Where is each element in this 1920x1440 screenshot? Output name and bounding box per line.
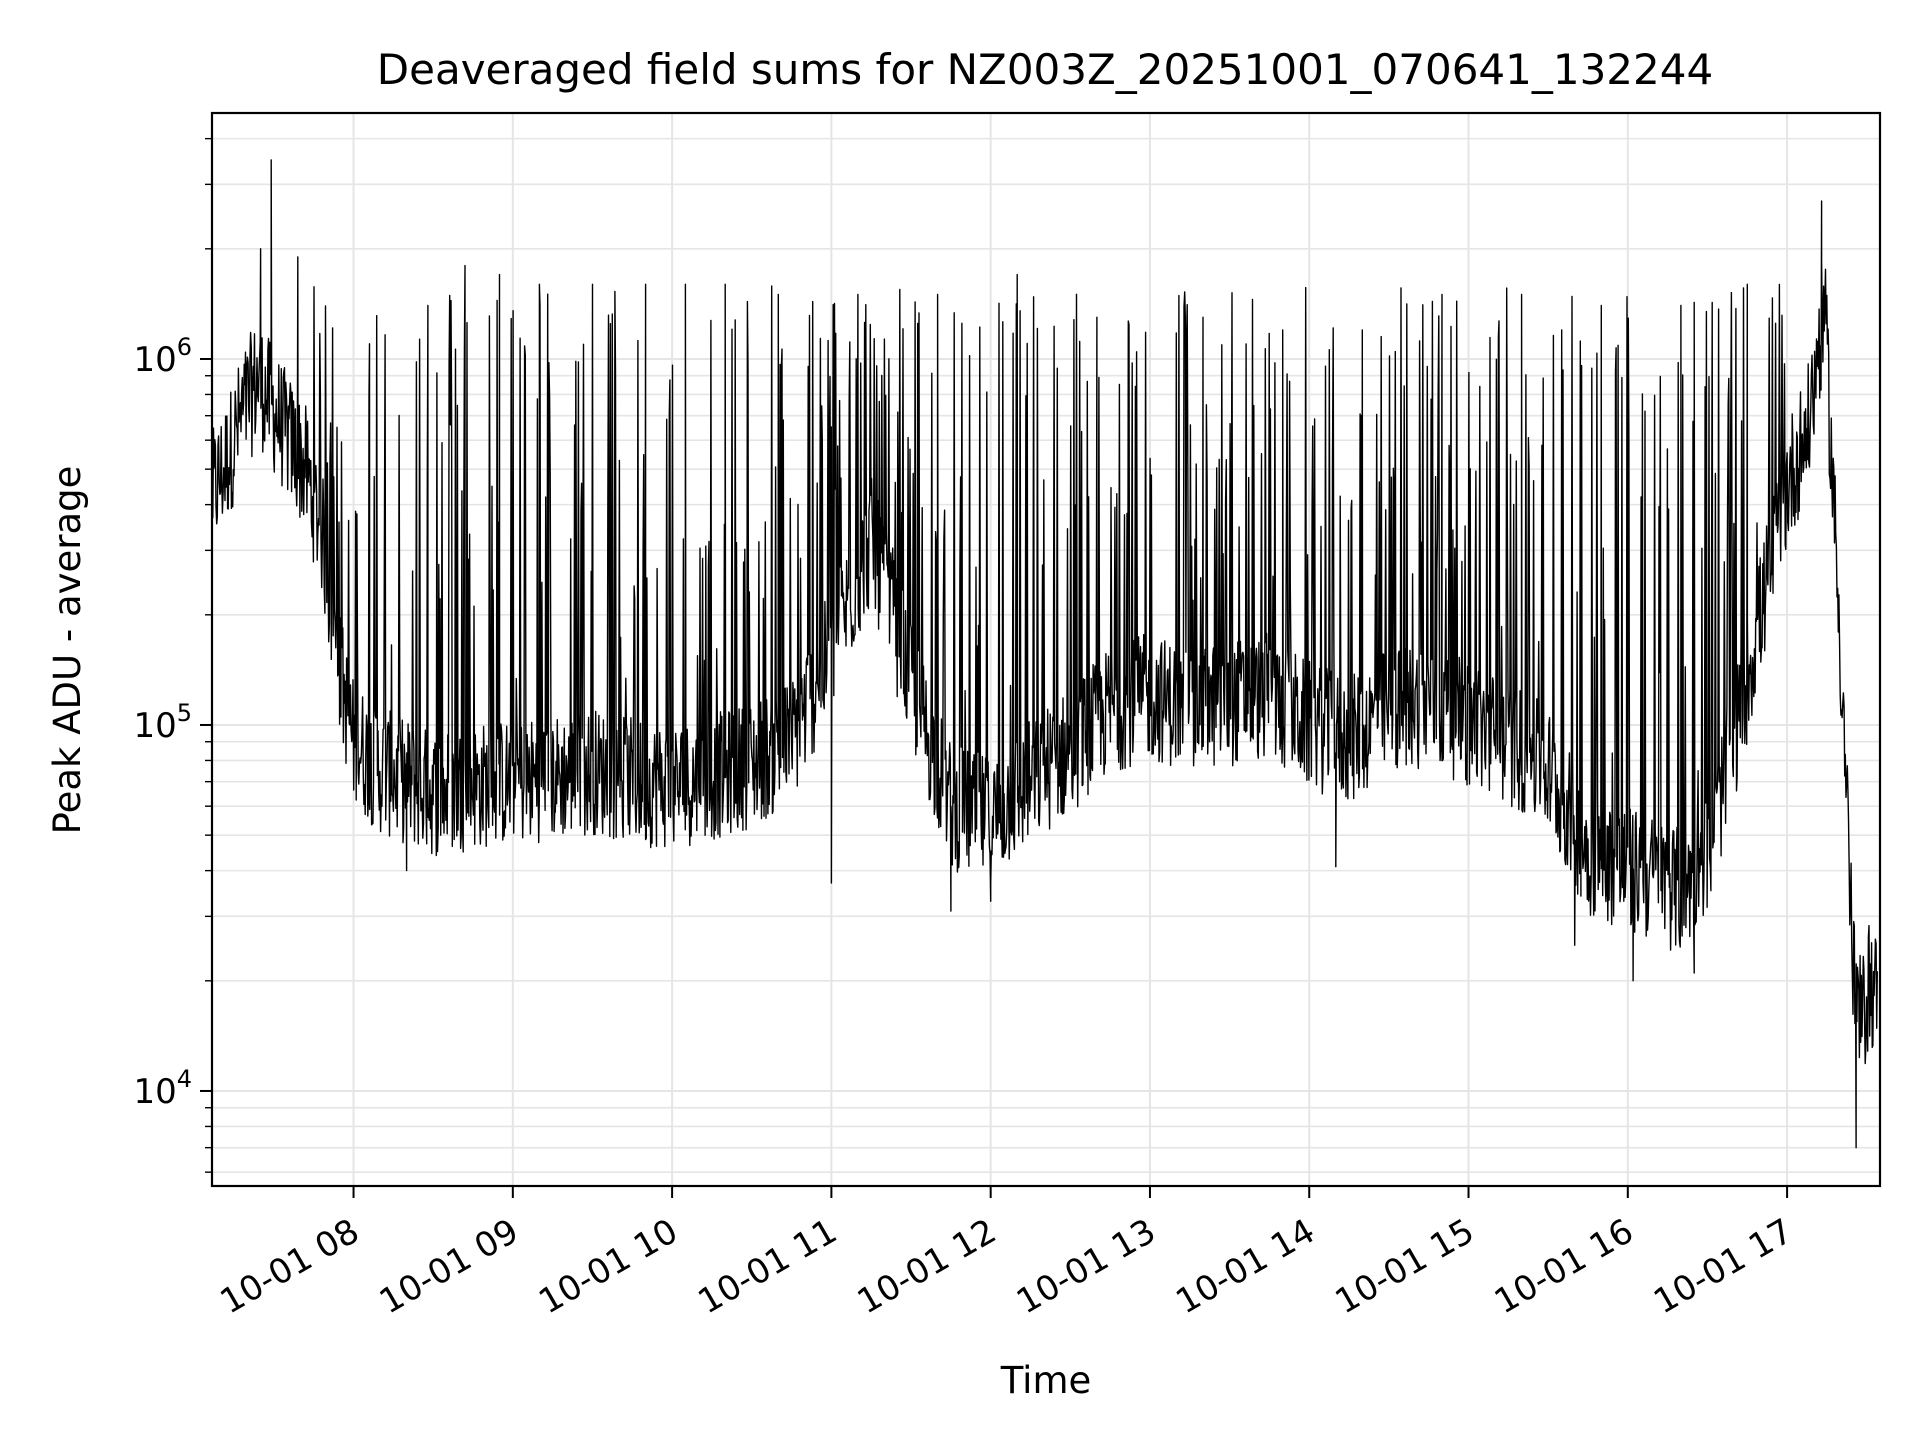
y-tick-exponent: 4 <box>177 1065 192 1093</box>
y-tick-exponent: 6 <box>177 333 192 361</box>
y-tick-exponent: 5 <box>177 699 192 727</box>
y-tick-base: 10 <box>133 1072 176 1112</box>
chart-title: Deaveraged field sums for NZ003Z_2025100… <box>377 45 1713 94</box>
data-layer <box>212 159 1878 1149</box>
y-tick-label: 104 <box>133 1065 192 1112</box>
y-axis-label: Peak ADU - average <box>46 466 89 835</box>
y-tick-base: 10 <box>133 706 176 746</box>
x-axis-label: Time <box>1000 1359 1092 1402</box>
y-tick-base: 10 <box>133 340 176 380</box>
y-tick-label: 106 <box>133 333 192 380</box>
y-tick-label: 105 <box>133 699 192 746</box>
plot-frame <box>210 111 1882 1188</box>
series-line <box>212 159 1878 1149</box>
